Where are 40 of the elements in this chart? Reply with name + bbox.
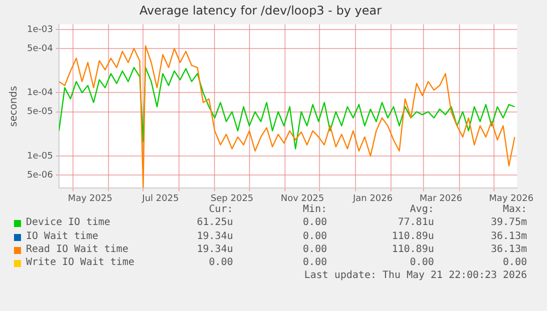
text: 19.34u bbox=[196, 230, 233, 242]
legend-label: Device IO time bbox=[26, 217, 110, 228]
text: 39.75m bbox=[490, 217, 527, 228]
y-tick-label: 1e-04 bbox=[26, 88, 54, 98]
y-axis-title: seconds bbox=[8, 86, 20, 127]
x-tick-label: Nov 2025 bbox=[280, 194, 324, 204]
text: 0.00 bbox=[410, 257, 434, 268]
x-tick-label: Jul 2025 bbox=[141, 194, 179, 204]
text: 36.13m bbox=[490, 244, 527, 255]
chart-title: Average latency for /dev/loop3 - by year bbox=[139, 3, 382, 18]
text: 19.34u bbox=[196, 244, 233, 255]
y-tick-label: 5e-06 bbox=[26, 170, 54, 180]
text: Avg: bbox=[410, 204, 434, 215]
text: Min: bbox=[302, 204, 327, 215]
y-tick-label: 5e-04 bbox=[26, 44, 54, 54]
x-tick-label: May 2025 bbox=[68, 194, 112, 204]
text: 36.13m bbox=[490, 230, 527, 242]
text: 0.00 bbox=[302, 217, 327, 228]
text: 110.89u bbox=[392, 230, 434, 242]
x-tick-label: Jan 2026 bbox=[352, 194, 393, 204]
text: 0.00 bbox=[302, 230, 327, 242]
legend-label: IO Wait time bbox=[26, 230, 98, 242]
text: Last update: Thu May 21 22:00:23 2026 bbox=[304, 270, 527, 282]
legend-label: Read IO Wait time bbox=[26, 244, 128, 255]
text: 61.25u bbox=[196, 217, 233, 228]
legend-label: Write IO Wait time bbox=[26, 257, 134, 268]
y-tick-label: 1e-05 bbox=[26, 151, 53, 162]
text: Cur: bbox=[208, 204, 233, 215]
y-tick-label: 5e-05 bbox=[26, 107, 53, 118]
text: 0.00 bbox=[208, 257, 233, 268]
x-tick-label: May 2026 bbox=[489, 194, 534, 204]
text: 0.00 bbox=[502, 257, 527, 268]
text: 0.00 bbox=[302, 257, 327, 268]
text: 0.00 bbox=[302, 244, 327, 255]
x-tick-label: Sep 2025 bbox=[210, 194, 254, 204]
x-tick-label: Mar 2026 bbox=[419, 194, 462, 204]
text: 77.81u bbox=[398, 217, 434, 228]
text: Max: bbox=[502, 204, 527, 215]
y-tick-label: 1e-03 bbox=[26, 24, 53, 35]
text: 110.89u bbox=[392, 244, 434, 255]
